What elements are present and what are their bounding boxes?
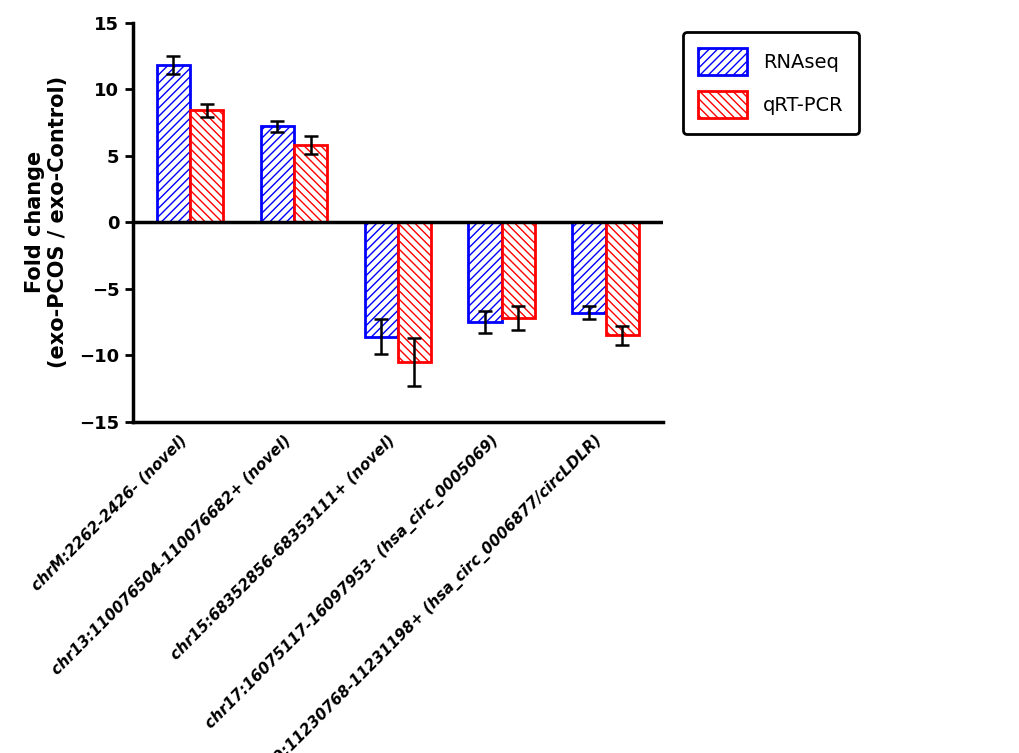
Legend: RNAseq, qRT-PCR: RNAseq, qRT-PCR	[683, 32, 858, 134]
Text: chr17:16075117-16097953- (hsa_circ_0005069): chr17:16075117-16097953- (hsa_circ_00050…	[202, 432, 501, 732]
Bar	[397, 222, 431, 362]
Bar	[501, 222, 534, 318]
Y-axis label: Fold change
(exo-PCOS / exo-Control): Fold change (exo-PCOS / exo-Control)	[24, 76, 68, 368]
Bar	[572, 222, 605, 312]
Text: chr13:110076504-110076682+ (novel): chr13:110076504-110076682+ (novel)	[49, 432, 293, 677]
Bar	[364, 222, 397, 337]
Bar	[468, 222, 501, 322]
Text: chr19:11230768-11231198+ (hsa_circ_0006877/circLDLR): chr19:11230768-11231198+ (hsa_circ_00068…	[245, 432, 605, 753]
Bar	[261, 127, 293, 222]
Bar	[605, 222, 638, 335]
Text: chr15:68352856-68353111+ (novel): chr15:68352856-68353111+ (novel)	[168, 432, 397, 662]
Bar	[293, 145, 327, 222]
Text: chrM:2262-2426- (novel): chrM:2262-2426- (novel)	[29, 432, 190, 593]
Bar	[190, 111, 223, 222]
Bar	[157, 66, 190, 222]
